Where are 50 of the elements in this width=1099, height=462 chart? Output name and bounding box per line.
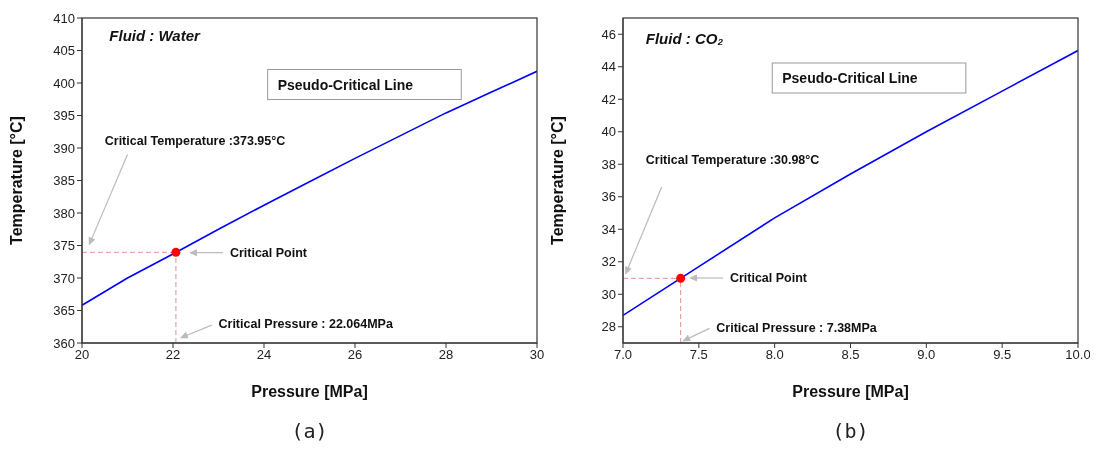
annotation: Fluid : Water bbox=[109, 26, 202, 44]
y-tick-label: 360 bbox=[53, 335, 75, 351]
annotation: Pseudo-Critical Line bbox=[277, 76, 414, 93]
y-tick-label: 370 bbox=[53, 270, 75, 286]
y-tick-label: 38 bbox=[601, 156, 616, 172]
x-tick-label: 7.0 bbox=[613, 347, 633, 363]
annotation: Critical Point bbox=[229, 245, 308, 260]
annotation: Critical Pressure : 22.064MPa bbox=[218, 317, 394, 332]
x-tick-label: 7.5 bbox=[689, 347, 708, 363]
y-tick-label: 365 bbox=[53, 303, 75, 319]
annotation: Critical Temperature :373.95°C bbox=[104, 133, 286, 148]
annotation: Critical Point bbox=[729, 270, 808, 285]
annotation: Critical Pressure : 7.38MPa bbox=[716, 320, 878, 335]
y-axis-title: Temperature [°C] bbox=[548, 116, 566, 245]
x-tick-label: 9.0 bbox=[917, 347, 936, 363]
x-tick-label: 22 bbox=[165, 347, 181, 363]
y-tick-label: 380 bbox=[53, 205, 75, 221]
text: (a) bbox=[290, 419, 329, 443]
y-tick-label: 46 bbox=[601, 26, 616, 42]
x-axis-title: Pressure [MPa] bbox=[792, 383, 909, 400]
text: (b) bbox=[831, 419, 870, 443]
x-tick-label: 24 bbox=[256, 347, 272, 363]
y-tick-label: 44 bbox=[601, 59, 616, 75]
y-tick-label: 385 bbox=[53, 173, 75, 189]
y-tick-label: 28 bbox=[601, 319, 616, 335]
y-tick-label: 32 bbox=[601, 254, 616, 270]
y-tick-label: 36 bbox=[601, 189, 616, 205]
x-tick-label: 8.5 bbox=[841, 347, 860, 363]
x-tick-label: 9.5 bbox=[993, 347, 1012, 363]
y-tick-label: 400 bbox=[53, 75, 75, 91]
y-tick-label: 395 bbox=[53, 108, 75, 124]
x-tick-label: 26 bbox=[347, 347, 363, 363]
x-tick-label: 10.0 bbox=[1065, 347, 1091, 363]
x-tick-label: 30 bbox=[529, 347, 545, 363]
annotation: Fluid : CO₂ bbox=[645, 30, 724, 47]
y-tick-label: 30 bbox=[601, 286, 616, 302]
annotation: Pseudo-Critical Line bbox=[782, 70, 918, 86]
y-tick-label: 34 bbox=[601, 221, 616, 237]
x-tick-label: 20 bbox=[74, 347, 90, 363]
x-tick-label: 8.0 bbox=[765, 347, 784, 363]
y-tick-label: 375 bbox=[53, 238, 75, 254]
y-tick-label: 410 bbox=[53, 10, 75, 26]
y-tick-label: 405 bbox=[53, 43, 75, 59]
y-tick-label: 390 bbox=[53, 140, 75, 156]
x-tick-label: 28 bbox=[438, 347, 454, 363]
annotation: Critical Temperature :30.98°C bbox=[645, 153, 820, 168]
x-axis-title: Pressure [MPa] bbox=[251, 383, 368, 400]
y-tick-label: 40 bbox=[601, 124, 616, 140]
y-axis-title: Temperature [°C] bbox=[7, 116, 25, 245]
y-tick-label: 42 bbox=[601, 91, 616, 107]
